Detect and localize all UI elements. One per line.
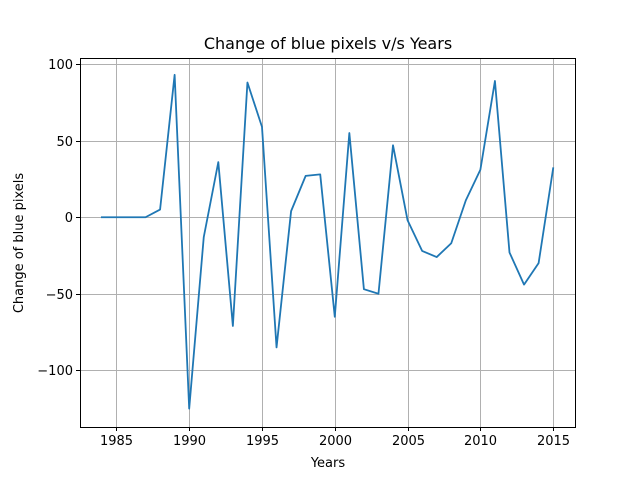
x-tick-label: 1985 <box>100 434 133 449</box>
y-axis-label: Change of blue pixels <box>12 173 27 314</box>
plot-frame <box>80 58 576 428</box>
y-tick-label: −100 <box>37 364 73 379</box>
series-line <box>100 73 555 410</box>
y-tick-label: −50 <box>46 288 73 303</box>
x-tick-label: 2015 <box>537 434 570 449</box>
axis-ticks: 1985 1990 1995 2000 2005 2010 2015 100 50 0 −50 −10… <box>37 58 570 449</box>
y-tick-label: 0 <box>65 211 73 226</box>
grid-lines <box>80 58 575 427</box>
chart-title: Change of blue pixels v/s Years <box>204 34 452 53</box>
x-tick-label: 2010 <box>464 434 497 449</box>
x-axis-label: Years <box>310 456 346 471</box>
y-tick-label: 100 <box>48 58 73 73</box>
x-tick-label: 1990 <box>173 434 206 449</box>
x-tick-label: 2005 <box>392 434 425 449</box>
series-layer <box>100 73 555 410</box>
y-tick-label: 50 <box>56 135 73 150</box>
x-tick-label: 1995 <box>246 434 279 449</box>
x-tick-label: 2000 <box>319 434 352 449</box>
